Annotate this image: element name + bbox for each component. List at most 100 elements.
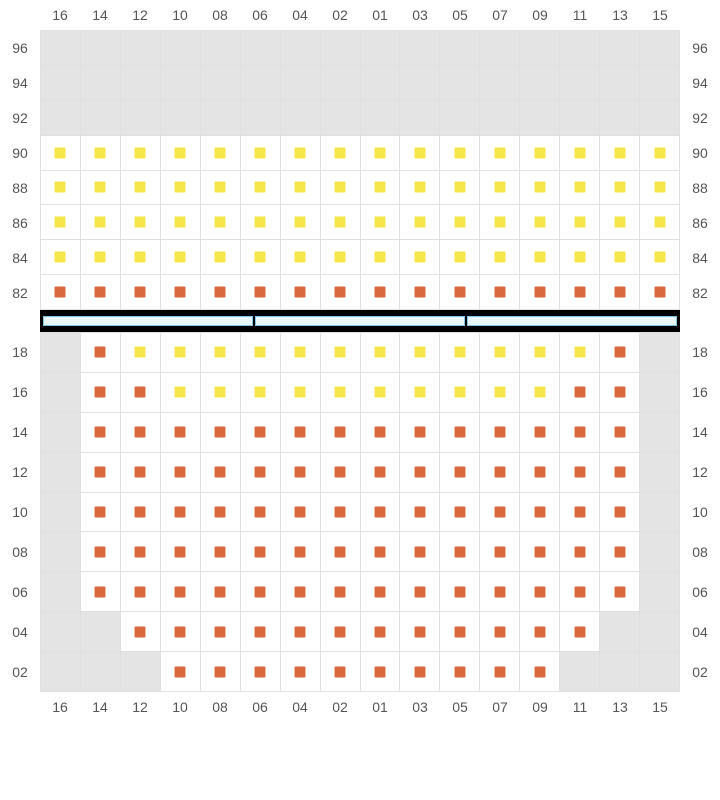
seat-cell[interactable] [480, 652, 520, 692]
seat-cell[interactable] [161, 612, 201, 652]
seat-cell[interactable] [600, 532, 640, 572]
seat-cell[interactable] [640, 275, 680, 310]
seat-cell[interactable] [281, 333, 321, 373]
seat-cell[interactable] [201, 652, 241, 692]
seat-cell[interactable] [201, 333, 241, 373]
seat-cell[interactable] [201, 205, 241, 240]
seat-cell[interactable] [440, 275, 480, 310]
seat-cell[interactable] [321, 333, 361, 373]
seat-cell[interactable] [440, 453, 480, 493]
seat-cell[interactable] [560, 612, 600, 652]
seat-cell[interactable] [201, 493, 241, 533]
seat-cell[interactable] [400, 136, 440, 171]
seat-cell[interactable] [361, 136, 401, 171]
seat-cell[interactable] [321, 413, 361, 453]
seat-cell[interactable] [41, 205, 81, 240]
seat-cell[interactable] [281, 493, 321, 533]
seat-cell[interactable] [440, 240, 480, 275]
seat-cell[interactable] [241, 171, 281, 206]
seat-cell[interactable] [41, 240, 81, 275]
seat-cell[interactable] [321, 572, 361, 612]
seat-cell[interactable] [201, 171, 241, 206]
seat-cell[interactable] [400, 493, 440, 533]
seat-cell[interactable] [520, 493, 560, 533]
seat-cell[interactable] [281, 136, 321, 171]
seat-cell[interactable] [560, 572, 600, 612]
seat-cell[interactable] [520, 373, 560, 413]
seat-cell[interactable] [81, 275, 121, 310]
seat-cell[interactable] [640, 205, 680, 240]
seat-cell[interactable] [201, 572, 241, 612]
seat-cell[interactable] [281, 413, 321, 453]
seat-cell[interactable] [321, 136, 361, 171]
seat-cell[interactable] [400, 171, 440, 206]
seat-cell[interactable] [560, 373, 600, 413]
seat-cell[interactable] [81, 171, 121, 206]
seat-cell[interactable] [321, 373, 361, 413]
seat-cell[interactable] [121, 205, 161, 240]
seat-cell[interactable] [241, 453, 281, 493]
seat-cell[interactable] [241, 652, 281, 692]
seat-cell[interactable] [520, 333, 560, 373]
seat-cell[interactable] [201, 453, 241, 493]
seat-cell[interactable] [600, 205, 640, 240]
seat-cell[interactable] [520, 532, 560, 572]
seat-cell[interactable] [440, 373, 480, 413]
seat-cell[interactable] [400, 275, 440, 310]
seat-cell[interactable] [161, 333, 201, 373]
seat-cell[interactable] [520, 205, 560, 240]
seat-cell[interactable] [241, 493, 281, 533]
seat-cell[interactable] [121, 275, 161, 310]
seat-cell[interactable] [41, 136, 81, 171]
seat-cell[interactable] [480, 275, 520, 310]
seat-cell[interactable] [121, 136, 161, 171]
seat-cell[interactable] [281, 652, 321, 692]
seat-cell[interactable] [520, 652, 560, 692]
seat-cell[interactable] [440, 136, 480, 171]
seat-cell[interactable] [81, 373, 121, 413]
seat-cell[interactable] [161, 652, 201, 692]
seat-cell[interactable] [480, 413, 520, 453]
seat-cell[interactable] [440, 413, 480, 453]
seat-cell[interactable] [440, 205, 480, 240]
seat-cell[interactable] [600, 275, 640, 310]
seat-cell[interactable] [520, 240, 560, 275]
seat-cell[interactable] [640, 240, 680, 275]
seat-cell[interactable] [480, 136, 520, 171]
seat-cell[interactable] [201, 532, 241, 572]
seat-cell[interactable] [600, 413, 640, 453]
seat-cell[interactable] [361, 275, 401, 310]
seat-cell[interactable] [81, 413, 121, 453]
seat-cell[interactable] [241, 612, 281, 652]
seat-cell[interactable] [361, 612, 401, 652]
seat-cell[interactable] [241, 532, 281, 572]
seat-cell[interactable] [480, 493, 520, 533]
seat-cell[interactable] [161, 453, 201, 493]
seat-cell[interactable] [400, 240, 440, 275]
seat-cell[interactable] [560, 205, 600, 240]
seat-cell[interactable] [480, 240, 520, 275]
seat-cell[interactable] [600, 572, 640, 612]
seat-cell[interactable] [520, 612, 560, 652]
seat-cell[interactable] [560, 333, 600, 373]
seat-cell[interactable] [281, 205, 321, 240]
seat-cell[interactable] [400, 205, 440, 240]
seat-cell[interactable] [400, 373, 440, 413]
seat-cell[interactable] [321, 453, 361, 493]
seat-cell[interactable] [321, 493, 361, 533]
seat-cell[interactable] [480, 373, 520, 413]
seat-cell[interactable] [121, 572, 161, 612]
seat-cell[interactable] [241, 333, 281, 373]
seat-cell[interactable] [560, 493, 600, 533]
seat-cell[interactable] [81, 532, 121, 572]
seat-cell[interactable] [440, 171, 480, 206]
seat-cell[interactable] [161, 493, 201, 533]
seat-cell[interactable] [600, 453, 640, 493]
seat-cell[interactable] [400, 612, 440, 652]
seat-cell[interactable] [41, 275, 81, 310]
seat-cell[interactable] [400, 453, 440, 493]
seat-cell[interactable] [560, 171, 600, 206]
seat-cell[interactable] [640, 171, 680, 206]
seat-cell[interactable] [600, 171, 640, 206]
seat-cell[interactable] [480, 612, 520, 652]
